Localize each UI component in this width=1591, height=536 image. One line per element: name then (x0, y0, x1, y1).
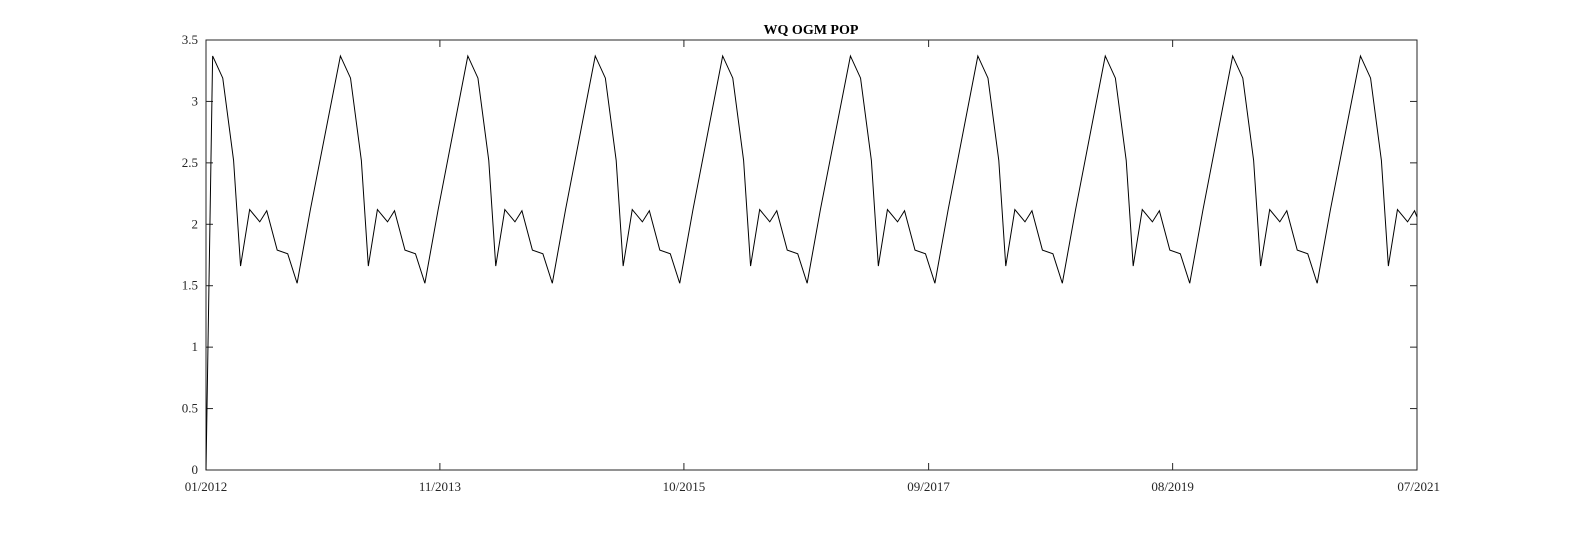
y-tick-label: 2.5 (182, 155, 198, 170)
x-tick-label: 01/2012 (185, 479, 228, 494)
y-tick-label: 0.5 (182, 401, 198, 416)
series-line-0 (205, 54, 1418, 471)
plot-area (205, 39, 1418, 471)
series-layer (205, 54, 1418, 471)
x-tick-label: 07/2021 (1397, 479, 1440, 494)
y-tick-label: 0 (192, 462, 199, 477)
x-tick-label: 09/2017 (907, 479, 950, 494)
x-tick-label: 11/2013 (419, 479, 461, 494)
y-tick-label: 1 (192, 339, 199, 354)
y-tick-label: 1.5 (182, 278, 198, 293)
x-tick-label: 10/2015 (663, 479, 706, 494)
y-tick-label: 3.5 (182, 32, 198, 47)
chart-title: WQ OGM POP (764, 23, 859, 38)
x-axis: 01/2012 11/2013 10/2015 09/2017 08/2019 07/20… (185, 40, 1440, 494)
y-tick-label: 2 (192, 216, 199, 231)
y-tick-label: 3 (192, 93, 199, 108)
x-tick-label: 08/2019 (1151, 479, 1194, 494)
